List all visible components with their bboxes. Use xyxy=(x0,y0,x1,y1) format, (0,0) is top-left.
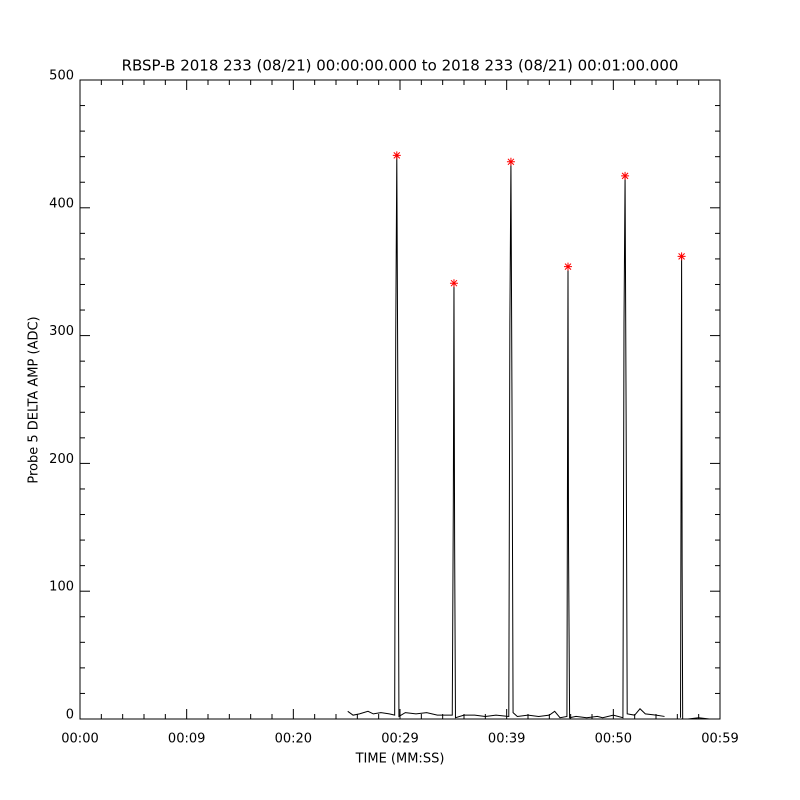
data-line xyxy=(347,155,720,720)
x-tick-label: 00:59 xyxy=(701,732,738,747)
x-tick-label: 00:09 xyxy=(168,732,205,747)
y-tick-label: 200 xyxy=(49,452,74,467)
y-tick-label: 300 xyxy=(49,324,74,339)
peak-marker xyxy=(621,171,630,180)
peak-marker xyxy=(392,151,401,160)
peak-marker xyxy=(449,279,458,288)
x-axis-label: TIME (MM:SS) xyxy=(355,752,445,767)
y-axis-label: Probe 5 DELTA AMP (ADC) xyxy=(27,316,42,483)
peak-marker xyxy=(677,252,686,261)
y-tick-label: 0 xyxy=(66,708,74,723)
peak-marker xyxy=(564,262,572,271)
x-tick-label: 00:20 xyxy=(275,732,312,747)
chart-title: RBSP-B 2018 233 (08/21) 00:00:00.000 to … xyxy=(122,57,679,75)
x-tick-label: 00:00 xyxy=(61,732,98,747)
x-tick-label: 00:39 xyxy=(488,732,525,747)
y-tick-label: 400 xyxy=(49,196,74,211)
x-tick-label: 00:50 xyxy=(595,732,632,747)
y-tick-label: 500 xyxy=(49,69,74,84)
x-tick-label: 00:29 xyxy=(381,732,418,747)
peak-marker xyxy=(506,157,515,166)
y-tick-label: 100 xyxy=(49,580,74,595)
